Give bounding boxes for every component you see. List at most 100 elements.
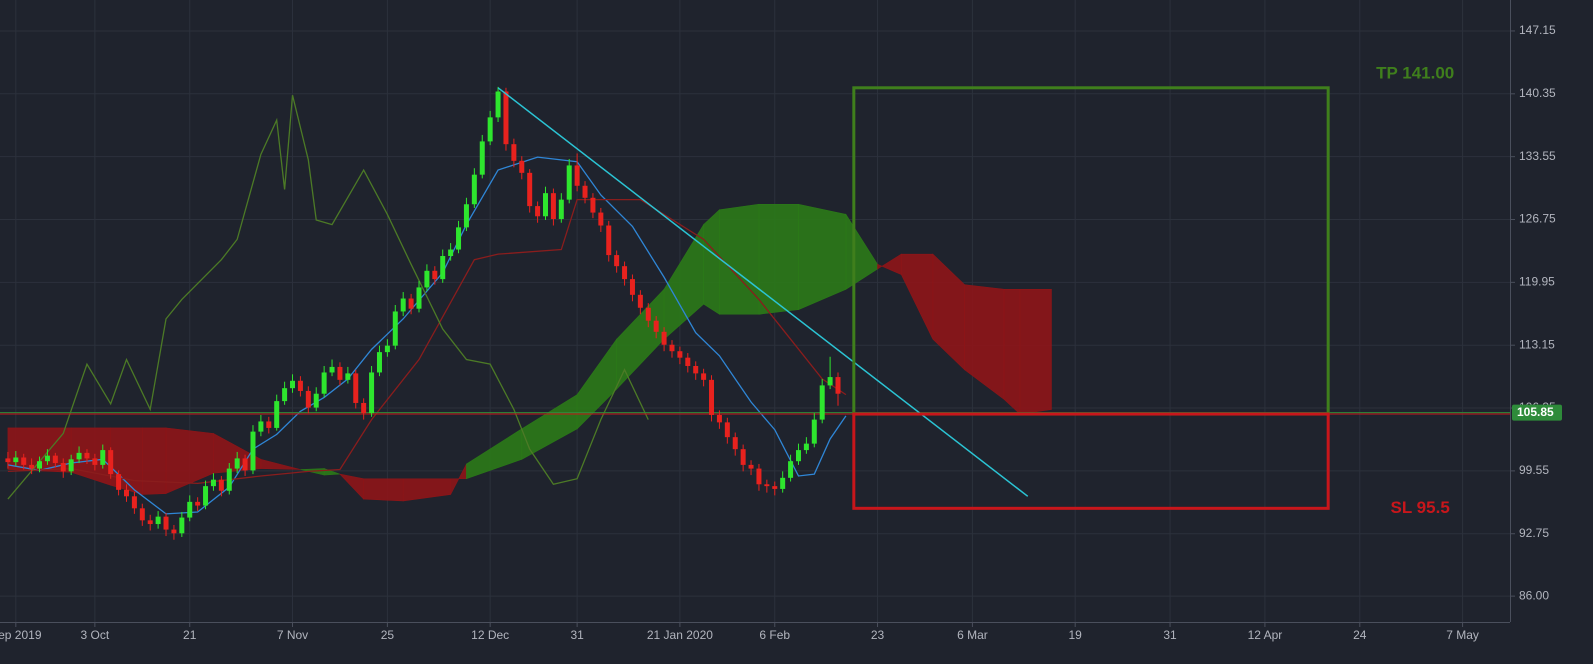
candle-body: [44, 455, 50, 462]
candle-body: [13, 457, 19, 463]
y-tick-label: 119.95: [1519, 275, 1555, 289]
candle-body: [582, 185, 588, 198]
candle-body: [503, 91, 509, 145]
x-tick-label: 21: [183, 628, 197, 642]
candle-body: [187, 501, 193, 518]
candle-body: [76, 452, 82, 460]
candle-body: [392, 311, 398, 346]
candle-body: [566, 165, 572, 200]
candle-body: [131, 496, 137, 509]
candle-body: [297, 380, 303, 391]
candle-body: [756, 468, 762, 485]
candle-body: [432, 270, 438, 280]
x-tick-label: 12 Apr: [1248, 628, 1283, 642]
candle-body: [653, 320, 659, 332]
cloud-segment: [758, 203, 799, 315]
candle-body: [780, 477, 786, 489]
stop-loss-box: [852, 412, 1330, 510]
candle-body: [669, 344, 675, 352]
candle-body: [701, 373, 707, 380]
candle-body: [764, 484, 770, 487]
candle-body: [487, 117, 493, 142]
cloud-segment: [1003, 288, 1021, 415]
candle-body: [511, 144, 517, 161]
candle-body: [84, 452, 90, 459]
x-tick-label: 6 Mar: [957, 628, 988, 642]
cloud-segment: [363, 478, 404, 502]
candle-body: [456, 227, 462, 250]
x-tick-label: 12 Dec: [471, 628, 509, 642]
candle-body: [361, 402, 367, 414]
candle-body: [313, 393, 319, 408]
candle-body: [416, 287, 422, 309]
candle-body: [345, 373, 351, 380]
candle-body: [5, 458, 11, 463]
candle-body: [448, 249, 454, 257]
cloud-segment: [703, 209, 720, 315]
x-tick-label: 23: [871, 628, 885, 642]
candle-body: [709, 379, 715, 415]
candle-body: [171, 529, 177, 534]
stop-loss-label: SL 95.5: [1391, 498, 1450, 517]
x-tick-label: 7 May: [1446, 628, 1479, 642]
candle-body: [218, 479, 224, 491]
candle-body: [440, 256, 446, 280]
candle-body: [337, 366, 343, 380]
candle-body: [226, 468, 232, 491]
cloud-segment: [719, 203, 760, 315]
candle-body: [29, 464, 35, 469]
indicator-line: [7, 95, 649, 500]
last-price-tag: [1512, 404, 1562, 421]
candle-body: [100, 450, 106, 465]
candle-body: [463, 204, 469, 228]
candle-body: [68, 459, 74, 472]
candle-body: [21, 457, 27, 465]
candle-body: [724, 422, 730, 438]
candle-body: [282, 388, 288, 402]
take-profit-label: TP 141.00: [1376, 63, 1454, 82]
candle-body: [748, 464, 754, 469]
cloud-segment: [260, 458, 301, 470]
candle-body: [574, 165, 580, 186]
candle-body: [321, 372, 327, 394]
candle-body: [163, 516, 169, 530]
candle-body: [519, 160, 525, 173]
candle-body: [52, 455, 58, 464]
axes: 147.15140.35133.55126.75119.95113.15106.…: [0, 23, 1562, 642]
y-tick-label: 113.15: [1519, 337, 1555, 351]
candle-body: [550, 193, 556, 220]
candle-body: [677, 351, 683, 358]
candle-body: [622, 266, 628, 280]
candle-body: [614, 255, 620, 267]
x-tick-label: 7 Nov: [277, 628, 308, 642]
x-tick-label: 3 Oct: [81, 628, 110, 642]
trend-line: [497, 87, 1029, 497]
candle-body: [693, 365, 699, 374]
candle-body: [234, 458, 240, 469]
candle-body: [258, 421, 264, 432]
candle-body: [606, 225, 612, 256]
candle-body: [195, 501, 201, 506]
candle-body: [123, 489, 129, 497]
candle-body: [479, 141, 485, 175]
candle-body: [661, 331, 667, 345]
x-tick-label: 6 Feb: [759, 628, 790, 642]
x-tick-label: 21 Jan 2020: [647, 628, 713, 642]
x-tick-label: 31: [1163, 628, 1177, 642]
candle-body: [740, 449, 746, 465]
candle-body: [629, 279, 635, 295]
candle-body: [179, 517, 185, 534]
candle-body: [108, 450, 114, 475]
candle-body: [37, 461, 43, 469]
candle-body: [803, 443, 809, 451]
candle-body: [92, 458, 98, 465]
candle-body: [471, 174, 477, 205]
candle-body: [369, 372, 375, 414]
y-tick-label: 86.00: [1519, 588, 1549, 602]
candle-body: [590, 197, 596, 213]
candle-body: [819, 385, 825, 420]
candle-body: [400, 298, 406, 312]
y-tick-label: 126.75: [1519, 212, 1556, 226]
y-tick-label: 140.35: [1519, 86, 1556, 100]
candle-body: [139, 508, 145, 521]
